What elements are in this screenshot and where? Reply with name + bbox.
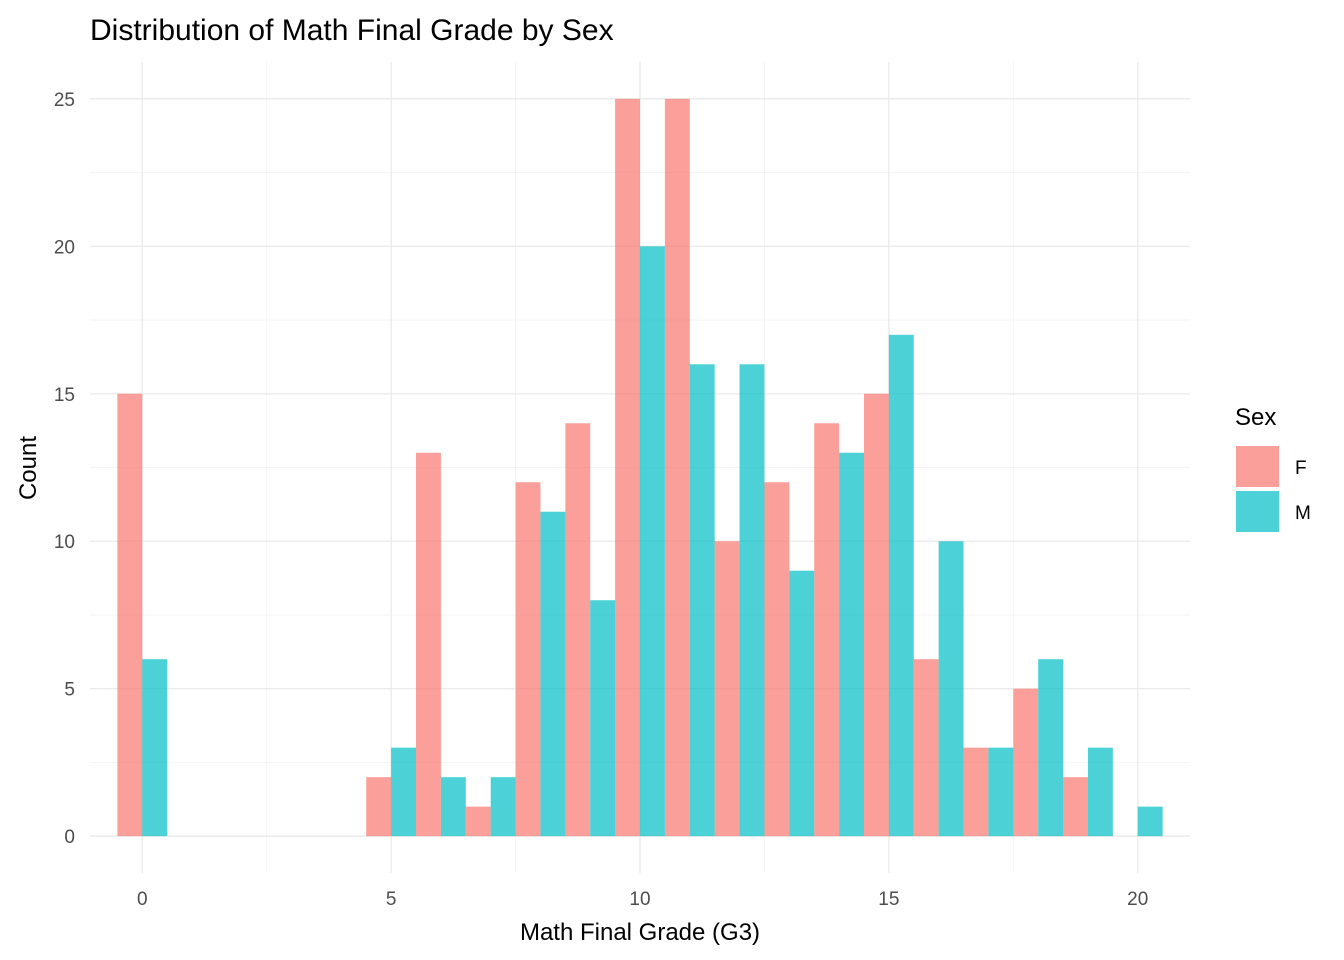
bar-f-15	[863, 393, 889, 837]
legend-key-m	[1236, 491, 1279, 532]
bars	[117, 98, 1163, 837]
bar-f-17	[963, 747, 989, 837]
bar-f-6	[416, 452, 441, 837]
bar-m-8	[540, 511, 566, 837]
y-tick-label: 10	[54, 532, 75, 553]
bar-f-16	[913, 659, 939, 837]
bar-m-5	[391, 747, 417, 837]
bar-m-19	[1087, 747, 1113, 837]
bar-m-9	[590, 600, 616, 837]
bar-f-13	[764, 482, 790, 837]
legend-title: Sex	[1235, 404, 1276, 431]
y-tick-label: 0	[64, 827, 75, 848]
legend-key-f	[1236, 446, 1279, 487]
legend: Sex FM	[1235, 404, 1311, 533]
x-tick-label: 5	[386, 889, 397, 910]
legend-items: FM	[1236, 445, 1311, 533]
legend-label-m: M	[1295, 503, 1311, 524]
bar-f-19	[1063, 777, 1088, 837]
bar-m-16	[938, 541, 964, 837]
bar-m-17	[988, 747, 1014, 837]
x-axis-title: Math Final Grade (G3)	[520, 919, 760, 946]
bar-m-20	[1137, 806, 1163, 837]
bar-f-11	[664, 98, 690, 837]
bar-m-15	[888, 334, 914, 837]
bar-m-13	[789, 570, 815, 837]
bar-f-18	[1013, 688, 1039, 837]
bar-m-6	[440, 777, 466, 837]
legend-label-f: F	[1295, 458, 1307, 479]
y-tick-label: 5	[64, 680, 75, 701]
bar-m-12	[739, 364, 765, 837]
x-tick-label: 15	[878, 889, 899, 910]
bar-m-14	[839, 452, 864, 837]
bar-f-12	[714, 541, 740, 837]
x-tick-label: 0	[137, 889, 148, 910]
x-tick-label: 20	[1127, 889, 1148, 910]
y-axis-title: Count	[15, 436, 42, 500]
y-tick-label: 25	[54, 90, 75, 111]
chart-title: Distribution of Math Final Grade by Sex	[90, 14, 614, 47]
bar-m-7	[490, 777, 516, 837]
y-tick-label: 20	[54, 237, 75, 258]
bar-m-18	[1038, 659, 1064, 837]
bar-m-11	[689, 364, 715, 837]
bar-f-8	[515, 482, 541, 837]
bar-m-10	[640, 246, 665, 837]
bar-f-10	[615, 98, 640, 837]
bar-f-5	[366, 777, 392, 837]
bar-f-7	[465, 806, 491, 837]
bar-f-14	[814, 423, 840, 837]
x-tick-label: 10	[629, 889, 650, 910]
bar-f-0	[117, 393, 143, 837]
bar-f-9	[565, 423, 591, 837]
tick-labels: 0 5 10 15 20 0 5 10 15 20 25	[54, 90, 1148, 910]
y-tick-label: 15	[54, 385, 75, 406]
bar-m-0	[142, 659, 168, 837]
